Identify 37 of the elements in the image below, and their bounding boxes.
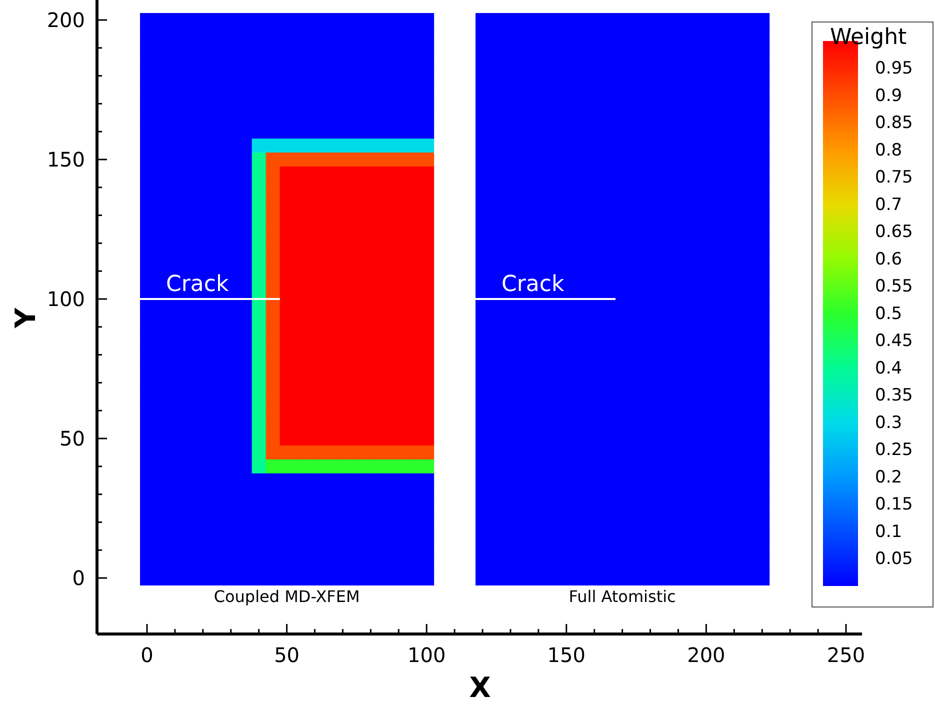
color-bar-label: 0.75 xyxy=(875,168,913,188)
text: Coupled MD-XFEM xyxy=(214,586,360,606)
color-bar-title: Weight xyxy=(830,25,908,50)
x-tick-label: 200 xyxy=(687,643,726,667)
color-bar-label: 0.35 xyxy=(875,386,913,406)
color-bar-label: 0.8 xyxy=(875,140,902,160)
y-tick-label: 0 xyxy=(72,566,85,590)
y-tick-label: 100 xyxy=(46,287,85,311)
color-bar-label: 0.95 xyxy=(875,58,913,79)
y-axis-title: Y xyxy=(9,307,42,330)
color-bar-label: 0.65 xyxy=(875,222,913,242)
color-bar-label: 0.1 xyxy=(875,522,902,542)
text: Full Atomistic xyxy=(568,586,676,606)
color-bar-label: 0.5 xyxy=(875,304,902,324)
color-bar-label: 0.55 xyxy=(875,276,913,297)
x-axis-title: X xyxy=(469,671,492,704)
color-bar-label: 0.7 xyxy=(875,194,902,215)
color-bar-label: 0.15 xyxy=(875,494,913,515)
x-tick-label: 0 xyxy=(140,643,154,667)
color-bar-label: 0.05 xyxy=(875,549,913,570)
color-bar-label: 0.25 xyxy=(875,440,913,460)
color-bar-label: 0.2 xyxy=(875,467,902,488)
x-tick-label: 250 xyxy=(826,643,866,667)
color-bar-label: 0.4 xyxy=(875,358,902,378)
y-tick-label: 50 xyxy=(60,426,85,450)
annotation: Crack xyxy=(166,272,229,297)
y-tick-label: 200 xyxy=(46,8,85,32)
annotation: Crack xyxy=(502,272,565,297)
y-tick-label: 150 xyxy=(46,148,85,172)
color-bar-label: 0.45 xyxy=(875,331,913,352)
color-bar-label: 0.3 xyxy=(875,412,902,433)
color-bar-label: 0.9 xyxy=(875,86,902,106)
color-bar-label: 0.6 xyxy=(875,249,902,270)
x-tick-label: 150 xyxy=(547,643,586,667)
color-bar-label: 0.85 xyxy=(875,113,913,134)
x-tick-label: 100 xyxy=(408,643,446,667)
x-tick-label: 50 xyxy=(274,643,300,667)
